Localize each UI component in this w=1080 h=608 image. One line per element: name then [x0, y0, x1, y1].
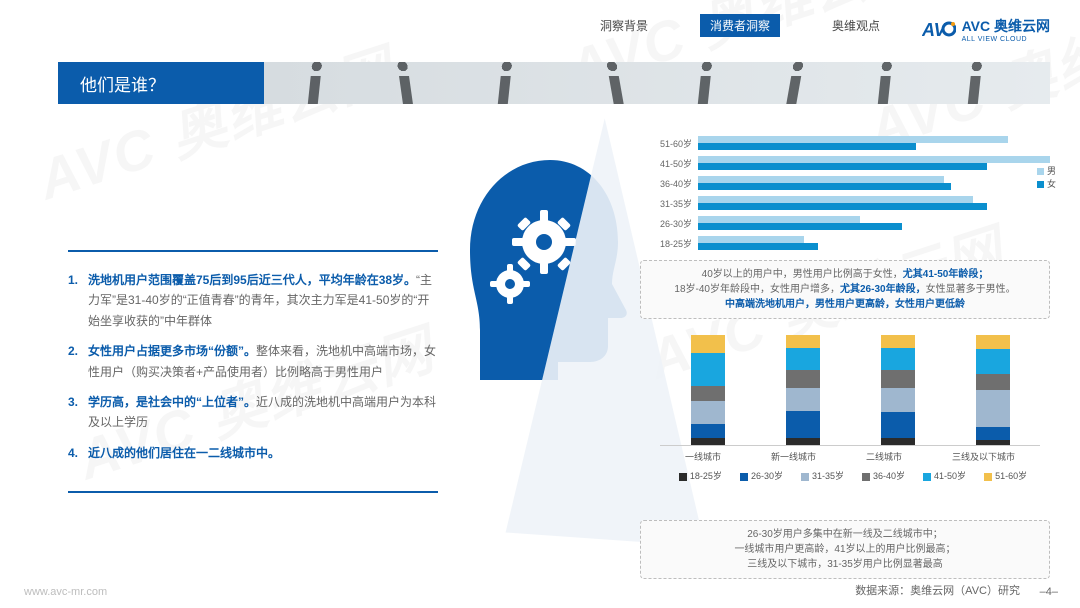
bar-chart-legend: 男女: [1037, 164, 1056, 190]
footer-url: www.avc-mr.com: [24, 586, 107, 598]
stack-column: [976, 335, 1010, 445]
stack-column: [691, 335, 725, 445]
bar-label: 26-30岁: [650, 217, 698, 230]
insight-item: 2.女性用户占据更多市场“份额”。整体来看，洗地机中高端市场，女性用户（购买决策…: [68, 341, 438, 382]
bar-label: 18-25岁: [650, 237, 698, 250]
head-illustration: [440, 150, 630, 380]
bar-label: 36-40岁: [650, 177, 698, 190]
nav-tabs: 洞察背景 消费者洞察 奥维观点: [590, 14, 890, 37]
stack-legend: 18-25岁26-30岁31-35岁36-40岁41-50岁51-60岁: [650, 469, 1050, 482]
insights-list: 1.洗地机用户范围覆盖75后到95后近三代人，平均年龄在38岁。“主力军”是31…: [68, 250, 438, 493]
bar-row: 41-50岁: [650, 154, 1050, 172]
stack-area: [650, 325, 1050, 445]
stack-x-labels: 一线城市新一线城市二线城市三线及以下城市: [660, 445, 1040, 463]
brand-logo: AV AVC 奥维云网 ALL VIEW CLOUD: [922, 16, 1050, 43]
bar-row: 31-35岁: [650, 194, 1050, 212]
bar-row: 36-40岁: [650, 174, 1050, 192]
bar-row: 26-30岁: [650, 214, 1050, 232]
logo-icon: AV: [922, 18, 956, 42]
logo-text: AVC 奥维云网: [962, 16, 1050, 36]
bar-row: 51-60岁: [650, 134, 1050, 152]
insight-item: 3.学历高，是社会中的“上位者”。近八成的洗地机中高端用户为本科及以上学历: [68, 392, 438, 433]
note-age-gender: 40岁以上的用户中，男性用户比例高于女性，尤其41-50年龄段；18岁-40岁年…: [640, 260, 1050, 319]
stack-column: [786, 335, 820, 445]
nav-tab-0[interactable]: 洞察背景: [590, 14, 658, 37]
footer-source: 数据来源：奥维云网（AVC）研究: [855, 582, 1020, 598]
bar-row: 18-25岁: [650, 234, 1050, 252]
logo-subtext: ALL VIEW CLOUD: [962, 36, 1050, 43]
nav-tab-2[interactable]: 奥维观点: [822, 14, 890, 37]
insight-item: 1.洗地机用户范围覆盖75后到95后近三代人，平均年龄在38岁。“主力军”是31…: [68, 270, 438, 331]
watermark: AVC 奥维云网: [27, 25, 404, 216]
note-city: 26-30岁用户多集中在新一线及二线城市中；一线城市用户更高龄，41岁以上的用户…: [640, 520, 1050, 579]
bar-label: 41-50岁: [650, 157, 698, 170]
bar-label: 31-35岁: [650, 197, 698, 210]
insights-ol: 1.洗地机用户范围覆盖75后到95后近三代人，平均年龄在38岁。“主力军”是31…: [68, 270, 438, 463]
city-stacked-chart: 一线城市新一线城市二线城市三线及以下城市 18-25岁26-30岁31-35岁3…: [650, 325, 1050, 485]
stack-column: [881, 335, 915, 445]
page-title: 他们是谁？: [58, 62, 264, 104]
footer-page: –4–: [1040, 586, 1058, 598]
top-nav: 洞察背景 消费者洞察 奥维观点 AV AVC 奥维云网 ALL VIEW CLOUD: [0, 10, 1080, 40]
nav-tab-1[interactable]: 消费者洞察: [700, 14, 780, 37]
hero-photo-strip: [264, 62, 1050, 104]
age-gender-bar-chart: 51-60岁 41-50岁 36-40岁 31-35岁 26-30岁 18-25岁: [650, 134, 1050, 256]
bar-label: 51-60岁: [650, 137, 698, 150]
insight-item: 4.近八成的他们居住在一二线城市中。: [68, 443, 438, 463]
